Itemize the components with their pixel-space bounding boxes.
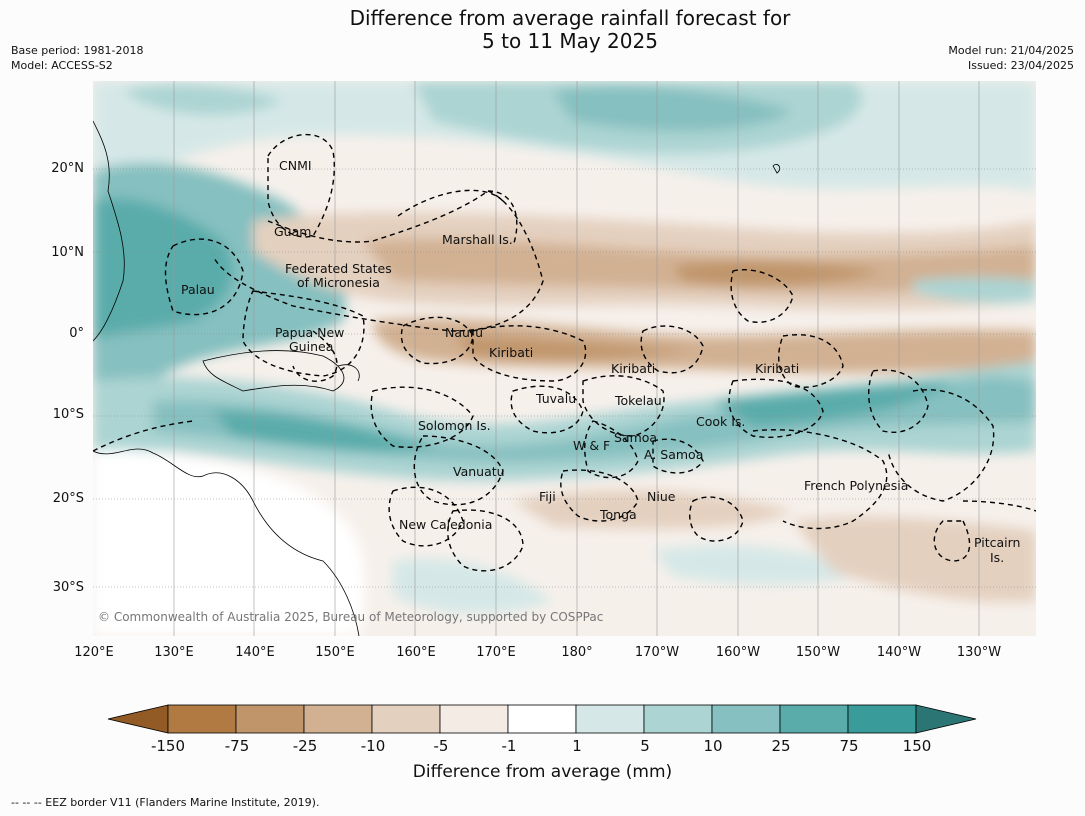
map-svg: CNMI Guam Marshall Is. Federated States … bbox=[93, 81, 1036, 636]
cb-tick-5: -1 bbox=[501, 737, 517, 755]
label-nauru: Nauru bbox=[445, 325, 483, 340]
colorbar-swatch bbox=[507, 704, 577, 734]
cb-tick-7: 5 bbox=[640, 737, 650, 755]
cb-tick-6: 1 bbox=[572, 737, 582, 755]
lon-label-120e: 120°E bbox=[74, 645, 114, 660]
label-tonga: Tonga bbox=[599, 507, 637, 522]
cb-tick-8: 10 bbox=[703, 737, 723, 755]
label-wallis-futuna: W & F bbox=[573, 438, 610, 453]
colorbar-swatch bbox=[847, 704, 917, 734]
title-line-1: Difference from average rainfall forecas… bbox=[349, 6, 791, 30]
label-png-line-2: Guinea bbox=[289, 339, 333, 354]
cb-tick-0: -150 bbox=[150, 737, 186, 755]
colorbar bbox=[107, 704, 977, 734]
colorbar-swatch bbox=[779, 704, 849, 734]
label-kiribati-central: Kiribati bbox=[611, 361, 655, 376]
eez-borders bbox=[93, 134, 1036, 572]
label-solomon-islands: Solomon Is. bbox=[418, 418, 491, 433]
label-fsm-line-1: Federated States bbox=[285, 261, 392, 276]
meta-left: Base period: 1981-2018 Model: ACCESS-S2 bbox=[11, 43, 143, 73]
lon-label-130w: 130°W bbox=[956, 645, 1002, 660]
label-niue: Niue bbox=[647, 489, 676, 504]
graticule bbox=[173, 81, 980, 636]
colorbar-swatch bbox=[439, 704, 509, 734]
lat-label-0: 0° bbox=[69, 326, 84, 341]
cb-tick-10: 75 bbox=[839, 737, 859, 755]
colorbar-swatch bbox=[303, 704, 373, 734]
rainfall-map: CNMI Guam Marshall Is. Federated States … bbox=[93, 81, 1036, 636]
rainfall-fields bbox=[93, 81, 1036, 636]
lon-label-140e: 140°E bbox=[235, 645, 275, 660]
colorbar-swatch bbox=[167, 704, 237, 734]
lon-label-170e: 170°E bbox=[476, 645, 516, 660]
cb-tick-2: -25 bbox=[292, 737, 318, 755]
lon-label-150e: 150°E bbox=[315, 645, 355, 660]
colorbar-swatch bbox=[371, 704, 441, 734]
label-american-samoa: A. Samoa bbox=[644, 447, 703, 462]
label-cook-islands: Cook Is. bbox=[696, 414, 745, 429]
base-period: Base period: 1981-2018 bbox=[11, 44, 144, 57]
label-tuvalu: Tuvalu bbox=[535, 391, 576, 406]
label-kiribati-east: Kiribati bbox=[755, 361, 799, 376]
lon-label-140w: 140°W bbox=[876, 645, 922, 660]
label-pitcairn-line-2: Is. bbox=[990, 550, 1004, 565]
model-run: Model run: 21/04/2025 bbox=[948, 44, 1074, 57]
cb-tick-1: -75 bbox=[224, 737, 250, 755]
colorbar-swatches bbox=[107, 704, 977, 734]
colorbar-swatch bbox=[575, 704, 645, 734]
lat-label-10s: 10°S bbox=[52, 407, 84, 422]
colorbar-title: Difference from average (mm) bbox=[412, 762, 673, 782]
cb-tick-3: -10 bbox=[360, 737, 386, 755]
lon-label-170w: 170°W bbox=[634, 645, 680, 660]
lon-label-160e: 160°E bbox=[396, 645, 436, 660]
label-fsm-line-2: of Micronesia bbox=[297, 275, 380, 290]
colorbar-swatch bbox=[235, 704, 305, 734]
label-fiji: Fiji bbox=[539, 489, 556, 504]
region-labels: CNMI Guam Marshall Is. Federated States … bbox=[181, 158, 1020, 565]
cb-tick-4: -5 bbox=[433, 737, 449, 755]
lat-label-20s: 20°S bbox=[52, 491, 84, 506]
colorbar-swatch bbox=[643, 704, 713, 734]
colorbar-extend-high bbox=[915, 704, 977, 734]
lat-label-20n: 20°N bbox=[51, 161, 84, 176]
lat-label-30s: 30°S bbox=[52, 580, 84, 595]
colorbar-swatch bbox=[711, 704, 781, 734]
label-vanuatu: Vanuatu bbox=[453, 464, 505, 479]
eez-footnote: -- -- -- EEZ border V11 (Flanders Marine… bbox=[11, 796, 320, 809]
colorbar-extend-low bbox=[107, 704, 169, 734]
copyright-notice: © Commonwealth of Australia 2025, Bureau… bbox=[98, 610, 603, 624]
lon-label-150w: 150°W bbox=[795, 645, 841, 660]
lon-label-160w: 160°W bbox=[715, 645, 761, 660]
coastlines bbox=[93, 120, 781, 636]
title-line-2: 5 to 11 May 2025 bbox=[482, 29, 658, 53]
label-new-caledonia: New Caledonia bbox=[399, 517, 492, 532]
label-guam: Guam bbox=[274, 224, 311, 239]
model-name: Model: ACCESS-S2 bbox=[11, 59, 113, 72]
cb-tick-9: 25 bbox=[771, 737, 791, 755]
label-tokelau: Tokelau bbox=[614, 393, 662, 408]
label-png-line-1: Papua New bbox=[275, 325, 344, 340]
label-samoa: Samoa bbox=[614, 430, 657, 445]
meta-right: Model run: 21/04/2025 Issued: 23/04/2025 bbox=[948, 43, 1074, 73]
lat-label-10n: 10°N bbox=[51, 245, 84, 260]
issued-date: Issued: 23/04/2025 bbox=[967, 59, 1074, 72]
label-cnmi: CNMI bbox=[279, 158, 312, 173]
label-french-polynesia: French Polynesia bbox=[804, 478, 908, 493]
cb-tick-11: 150 bbox=[902, 737, 932, 755]
label-palau: Palau bbox=[181, 282, 215, 297]
label-pitcairn-line-1: Pitcairn bbox=[974, 535, 1020, 550]
lon-label-180: 180° bbox=[561, 645, 593, 660]
label-marshall-islands: Marshall Is. bbox=[442, 232, 513, 247]
label-kiribati-west: Kiribati bbox=[489, 345, 533, 360]
lon-label-130e: 130°E bbox=[154, 645, 194, 660]
chart-title: Difference from average rainfall forecas… bbox=[0, 7, 1085, 53]
